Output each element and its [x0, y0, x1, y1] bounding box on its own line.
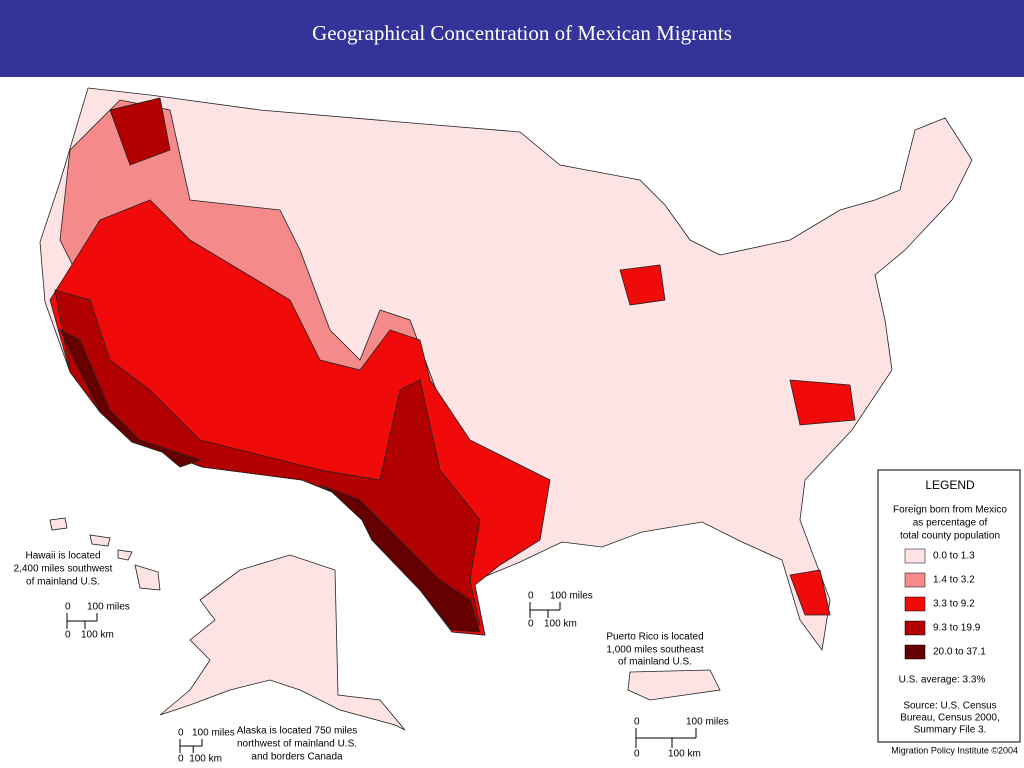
source-line: Source: U.S. Census — [903, 701, 996, 712]
note-line: 2,400 miles southwest — [14, 564, 113, 575]
scale-zero: 0 — [528, 591, 534, 602]
scale-km: 100 km — [668, 749, 701, 760]
legend-items: 0.0 to 1.3 1.4 to 3.2 3.3 to 9.2 9.3 to 19.… — [904, 548, 986, 660]
island — [49, 517, 68, 531]
legend-subtitle: total county population — [900, 531, 1000, 542]
source-line: Summary File 3. — [914, 725, 987, 736]
scale-miles: 100 miles — [192, 728, 235, 739]
note-line: northwest of mainland U.S. — [237, 739, 357, 750]
island — [134, 564, 161, 591]
scale-km: 100 km — [544, 619, 577, 630]
region — [789, 569, 831, 616]
puerto-rico-map — [627, 669, 721, 701]
legend-label: 9.3 to 19.9 — [933, 623, 981, 634]
slide-title: Geographical Concentration of Mexican Mi… — [312, 21, 732, 45]
legend-title: LEGEND — [925, 478, 975, 492]
scale-zero: 0 — [528, 619, 534, 630]
legend-subtitle: Foreign born from Mexico — [893, 505, 1007, 516]
legend-box — [877, 469, 1021, 743]
region — [789, 379, 856, 426]
legend-swatch — [904, 548, 926, 564]
mainland-map — [39, 87, 973, 652]
legend-subtitle: as percentage of — [913, 518, 988, 529]
scale-zero: 0 — [65, 630, 71, 641]
legend-swatch — [904, 644, 926, 660]
scale-zero: 0 — [634, 717, 640, 728]
scale-zero: 0 — [178, 728, 184, 739]
region — [59, 329, 202, 468]
note-line: of mainland U.S. — [618, 657, 692, 668]
island — [117, 549, 133, 561]
scale-bars: 0 100 miles 0 100 km 0 100 miles 0 100 km 0 100 m… — [65, 591, 729, 765]
scale-km: 100 km — [81, 630, 114, 641]
legend-label: 1.4 to 3.2 — [933, 575, 975, 586]
note-line: 1,000 miles southeast — [606, 645, 704, 656]
legend-swatch — [904, 596, 926, 612]
note-line: Puerto Rico is located — [606, 632, 703, 643]
scale-zero: 0 — [65, 602, 71, 613]
region — [109, 97, 171, 166]
title-bar — [0, 0, 1024, 77]
note-line: Alaska is located 750 miles — [237, 726, 358, 737]
legend-label: 20.0 to 37.1 — [933, 647, 986, 658]
scale-zero: 0 — [634, 749, 640, 760]
scale-miles: 100 miles — [550, 591, 593, 602]
region — [319, 484, 481, 633]
scale-miles: 100 miles — [686, 717, 729, 728]
legend-average: U.S. average: 3.3% — [899, 675, 986, 686]
legend-swatch — [904, 620, 926, 636]
note-line: of mainland U.S. — [26, 577, 100, 588]
scale-miles: 100 miles — [87, 602, 130, 613]
puerto-rico-note: Puerto Rico is located 1,000 miles south… — [606, 632, 704, 668]
scale-zero: 0 — [178, 754, 184, 765]
source-line: Bureau, Census 2000, — [900, 713, 1000, 724]
legend-label: 0.0 to 1.3 — [933, 551, 975, 562]
legend-label: 3.3 to 9.2 — [933, 599, 975, 610]
credit: Migration Policy Institute ©2004 — [891, 745, 1018, 755]
legend: LEGEND Foreign born from Mexico as perce… — [877, 469, 1021, 743]
hawaii-note: Hawaii is located 2,400 miles southwest … — [14, 551, 113, 588]
hawaii-map — [49, 517, 161, 591]
note-line: and borders Canada — [251, 752, 343, 763]
region — [619, 264, 666, 306]
island — [89, 534, 111, 547]
alaska-map — [159, 554, 406, 731]
scale-km: 100 km — [189, 754, 222, 765]
alaska-note: Alaska is located 750 miles northwest of… — [237, 726, 358, 763]
legend-swatch — [904, 572, 926, 588]
note-line: Hawaii is located — [25, 551, 100, 562]
